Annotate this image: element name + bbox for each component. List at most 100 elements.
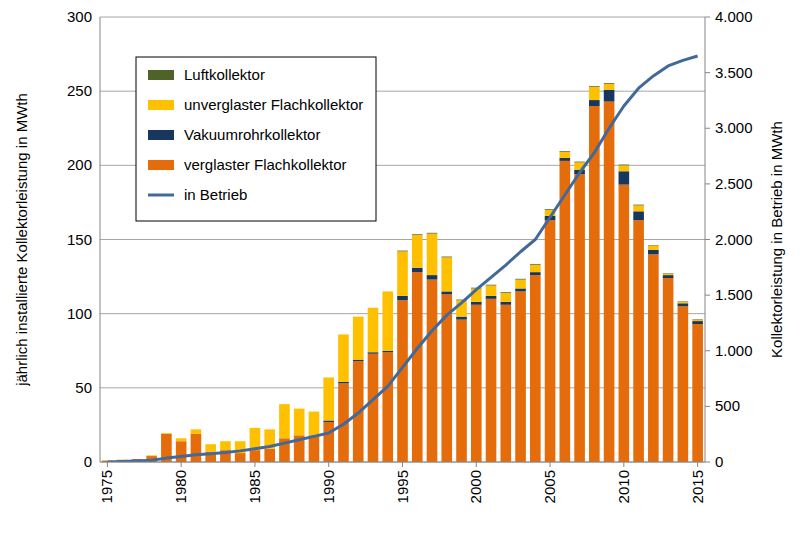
bar [205,444,216,451]
grid [100,17,705,462]
bar [382,351,393,352]
y2-tick [705,183,710,184]
bar [220,441,231,450]
legend-swatch [148,70,174,80]
bar [323,377,334,420]
y2-tick [705,128,710,129]
bar [515,288,526,291]
bar [574,174,585,462]
bar [427,234,438,276]
bar [604,90,615,102]
y2-tick [705,17,710,18]
bar [368,354,379,462]
bar [515,278,526,280]
y2-tick-label: 500 [715,397,740,414]
bar [353,317,364,360]
bar [530,275,541,462]
legend-label: unverglaster Flachkollektor [184,96,363,113]
bar [441,256,452,258]
bar [486,296,497,299]
bar [161,433,172,435]
bar [427,280,438,462]
bar [323,377,334,378]
y2-tick-label: 3.500 [715,64,753,81]
y2-tick-label: 1.500 [715,286,753,303]
bar [368,307,379,308]
bar [500,305,511,462]
bar [678,303,689,306]
bar [205,444,216,445]
bar [294,408,305,409]
bar [619,165,630,171]
bar [353,360,364,361]
legend-swatch [148,100,174,110]
bar [146,455,157,456]
bar [264,429,275,430]
bar [368,308,379,353]
bar [441,291,452,294]
bar [500,302,511,305]
x-tick-label: 1990 [320,470,337,503]
bar [456,320,467,462]
bar [471,305,482,462]
bar [146,456,157,457]
bar [560,161,571,462]
y-axis-title: jährlich installierte Kollektorleistung … [13,93,30,387]
x-tick [328,462,329,467]
legend-box [136,57,376,221]
bar [619,164,630,166]
bar [692,324,703,462]
bars [102,83,703,462]
bar [323,420,334,421]
bar [515,280,526,289]
bar [530,272,541,275]
bar [486,284,497,286]
legend: Luftkollektorunverglaster Flachkollektor… [136,57,376,221]
legend-swatch [148,194,174,197]
y2-axis [705,17,706,462]
bar [412,234,423,236]
bar [633,205,644,211]
y2-tick [705,462,710,463]
bar [176,441,187,462]
bar [382,291,393,292]
bar [486,299,497,462]
bar [692,320,703,321]
y2-tick-label: 4.000 [715,8,753,25]
bar [412,268,423,272]
bar [648,245,659,249]
y-tick-label: 200 [67,156,92,173]
bar [397,250,408,252]
bar [648,254,659,462]
bar [678,302,689,303]
bar [648,250,659,254]
bar [191,429,202,433]
bar [633,220,644,462]
bar [530,265,541,272]
y2-tick-label: 3.000 [715,119,753,136]
bar [161,433,172,434]
y-tick-label: 300 [67,8,92,25]
bar [161,433,172,434]
y-tick-label: 50 [75,379,92,396]
bar [441,257,452,291]
lines [107,56,697,462]
bar [235,453,246,462]
bar [678,306,689,462]
bar [309,435,320,462]
bar [279,404,290,438]
bar [338,382,349,383]
bar [619,185,630,462]
bar [604,102,615,462]
bar [663,275,674,278]
bar [500,292,511,294]
bar [146,455,157,457]
bar [412,235,423,268]
bar [648,244,659,245]
y-tick-label: 100 [67,305,92,322]
bar [397,300,408,462]
bar [560,151,571,153]
x-tick-label: 1995 [394,470,411,503]
y2-tick-label: 1.000 [715,342,753,359]
bar [633,204,644,206]
